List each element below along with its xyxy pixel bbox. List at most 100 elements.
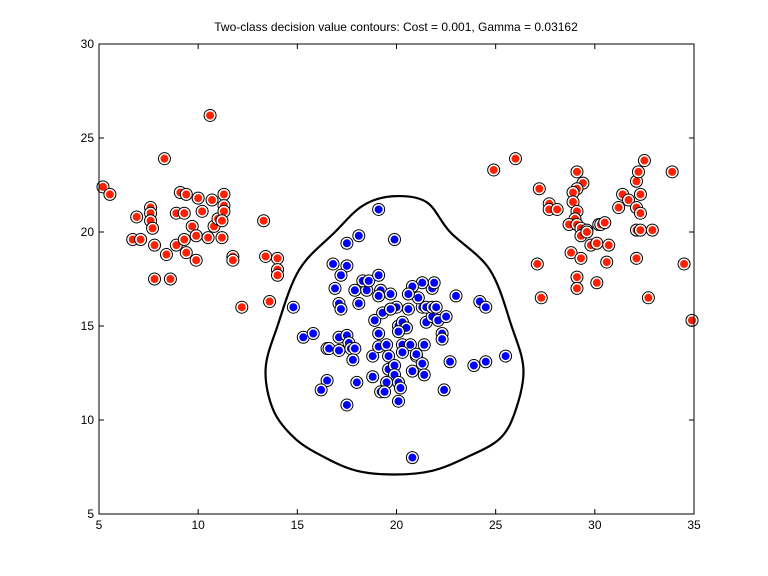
decision-contour xyxy=(264,194,525,476)
red-class-point xyxy=(590,236,604,250)
red-class-point xyxy=(257,214,271,228)
red-class-point xyxy=(263,295,277,309)
red-class-point xyxy=(189,229,203,243)
red-class-point xyxy=(677,257,691,271)
red-class-point xyxy=(130,210,144,224)
red-class-point xyxy=(590,276,604,290)
red-class-point xyxy=(159,248,173,262)
blue-class-point xyxy=(409,347,423,361)
blue-class-point xyxy=(479,300,493,314)
blue-class-point xyxy=(320,374,334,388)
blue-class-point xyxy=(393,381,407,395)
blue-class-point xyxy=(443,355,457,369)
y-tick-label: 30 xyxy=(81,37,95,51)
blue-class-point xyxy=(348,283,362,297)
x-tick-label: 5 xyxy=(96,518,103,532)
blue-class-point xyxy=(372,327,386,341)
red-class-point xyxy=(271,251,284,265)
blue-class-point xyxy=(435,332,449,346)
red-class-point xyxy=(157,152,171,166)
blue-class-point xyxy=(340,259,354,273)
x-tick-label: 15 xyxy=(291,518,305,532)
x-tick-label: 35 xyxy=(687,518,701,532)
blue-class-point xyxy=(391,325,405,339)
blue-class-point xyxy=(372,202,386,216)
red-class-point xyxy=(530,257,544,271)
red-class-point xyxy=(633,223,647,237)
blue-class-point xyxy=(306,327,320,341)
red-class-point xyxy=(179,187,193,201)
chart-title: Two-class decision value contours: Cost … xyxy=(214,20,578,34)
red-class-point xyxy=(179,246,193,260)
blue-class-point xyxy=(334,268,348,282)
blue-class-point xyxy=(499,349,513,363)
blue-class-point xyxy=(340,236,354,250)
blue-class-point xyxy=(395,345,409,359)
blue-class-point xyxy=(439,310,453,324)
axes-box xyxy=(98,43,695,515)
blue-class-point xyxy=(415,276,429,290)
blue-class-point xyxy=(350,375,364,389)
red-class-point xyxy=(534,291,548,305)
red-class-point xyxy=(189,253,203,267)
red-class-point xyxy=(637,154,651,168)
red-class-point xyxy=(574,251,588,265)
red-class-point xyxy=(629,251,643,265)
red-class-point xyxy=(487,163,501,177)
red-class-point xyxy=(645,223,659,237)
blue-class-point xyxy=(372,268,386,282)
y-tick-label: 5 xyxy=(87,507,94,521)
red-class-point xyxy=(570,281,584,295)
red-class-point xyxy=(235,300,249,314)
red-class-point xyxy=(612,201,626,215)
blue-class-point xyxy=(384,302,398,316)
blue-class-point xyxy=(340,398,354,412)
red-class-point xyxy=(631,165,645,179)
blue-class-point xyxy=(348,342,362,356)
red-class-point xyxy=(215,214,229,228)
x-tick-label: 20 xyxy=(390,518,404,532)
blue-class-point xyxy=(334,302,348,316)
red-class-point xyxy=(570,165,584,179)
red-class-point xyxy=(146,221,160,235)
contour-layer xyxy=(264,194,525,476)
blue-class-point xyxy=(415,357,429,371)
red-class-point xyxy=(685,313,699,327)
red-class-point xyxy=(195,204,209,218)
blue-class-point xyxy=(352,229,366,243)
blue-class-point xyxy=(326,257,340,271)
blue-class-point xyxy=(372,289,386,303)
red-class-point xyxy=(271,268,284,282)
red-class-point xyxy=(217,187,231,201)
red-class-point xyxy=(226,253,240,267)
red-class-point xyxy=(570,270,584,284)
blue-class-point xyxy=(314,383,328,397)
red-class-point xyxy=(205,193,219,207)
blue-class-point xyxy=(479,355,493,369)
red-class-point xyxy=(633,206,647,220)
red-class-point xyxy=(163,272,177,286)
red-class-point xyxy=(600,255,614,269)
blue-class-point xyxy=(417,368,431,382)
blue-class-point xyxy=(384,287,398,301)
blue-class-point xyxy=(366,349,380,363)
blue-class-point xyxy=(467,358,481,372)
ticks-layer: 5 10 15 20 25 30 35 5 10 15 20 25 30 xyxy=(81,37,701,532)
y-tick-label: 20 xyxy=(81,225,95,239)
red-class-point xyxy=(602,238,616,252)
y-tick-label: 25 xyxy=(81,131,95,145)
red-class-point xyxy=(566,186,580,200)
red-class-point xyxy=(134,233,148,247)
red-class-point xyxy=(665,165,679,179)
red-class-point xyxy=(509,152,522,166)
red-class-point xyxy=(103,187,117,201)
x-tick-label: 30 xyxy=(588,518,602,532)
blue-class-point xyxy=(296,330,310,344)
red-class-point xyxy=(532,182,546,196)
blue-class-point xyxy=(366,370,380,384)
red-class-point xyxy=(580,225,594,239)
blue-class-point xyxy=(382,349,396,363)
red-class-point xyxy=(148,272,162,286)
red-class-point xyxy=(641,291,655,305)
x-tick-label: 25 xyxy=(489,518,503,532)
